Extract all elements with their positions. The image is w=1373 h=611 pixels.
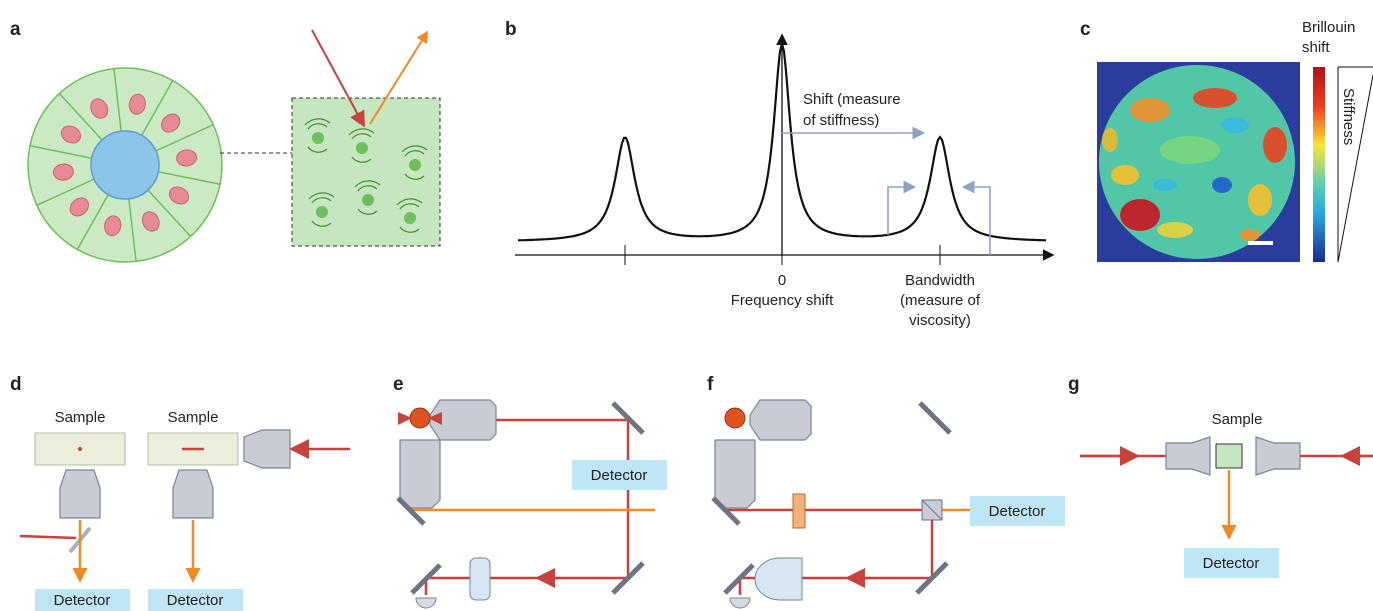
lumen <box>91 131 159 199</box>
map-feature <box>1130 98 1170 122</box>
panel-label: a <box>10 19 21 40</box>
axis-title: Frequency shift <box>731 292 834 309</box>
map-feature <box>1102 128 1118 152</box>
objective <box>173 470 213 518</box>
sample <box>725 408 745 428</box>
detector-diode <box>416 598 436 608</box>
annotation: (measure of <box>900 292 981 309</box>
detector-label: Detector <box>989 503 1046 520</box>
annotation: of stiffness) <box>803 112 879 129</box>
map-feature <box>1111 165 1139 185</box>
panel-label: g <box>1068 374 1080 395</box>
detector-label: Detector <box>167 592 224 609</box>
detector-label: Detector <box>1203 555 1260 572</box>
objective <box>1166 437 1210 475</box>
panel-a: a <box>10 19 440 262</box>
sample <box>1216 444 1242 468</box>
scatterer <box>409 159 421 171</box>
objective <box>400 440 440 508</box>
colorbar-title: Brillouin <box>1302 19 1355 36</box>
map-feature <box>1160 136 1220 164</box>
lens <box>470 558 490 600</box>
panel-label: c <box>1080 19 1091 40</box>
figure: a b 0 Frequency shift Bandwidth (measure… <box>0 0 1373 611</box>
colorbar-title: shift <box>1302 39 1330 56</box>
scatterer <box>312 132 324 144</box>
detector-diode <box>730 598 750 608</box>
sample-label: Sample <box>168 409 219 426</box>
scatterer <box>362 194 374 206</box>
tick-label: 0 <box>778 272 786 289</box>
detector-label: Detector <box>591 467 648 484</box>
colorbar <box>1313 67 1325 262</box>
map-feature <box>1240 229 1260 241</box>
scatterer <box>316 206 328 218</box>
objective <box>750 400 811 440</box>
objective <box>244 430 290 468</box>
panel-label: e <box>393 374 404 395</box>
detector-label: Detector <box>54 592 111 609</box>
map-feature <box>1157 222 1193 238</box>
mirror <box>920 403 950 433</box>
scatterer <box>356 142 368 154</box>
beam-path <box>426 420 628 595</box>
panel-c: c Brillouin shift Stiffness <box>1080 19 1373 262</box>
sample-label: Sample <box>1212 411 1263 428</box>
panel-b: b 0 Frequency shift Bandwidth (measure o… <box>505 19 1052 329</box>
annotation: viscosity) <box>909 312 971 329</box>
map-feature <box>1263 127 1287 163</box>
focus-point <box>78 447 82 451</box>
scatterer <box>404 212 416 224</box>
map-feature <box>1153 179 1177 191</box>
waveplate <box>793 494 805 528</box>
panel-e: e Detector <box>393 374 667 608</box>
objective <box>60 470 100 518</box>
sample <box>410 408 430 428</box>
map-feature <box>1120 199 1160 231</box>
bandwidth-bracket <box>965 187 990 255</box>
map-feature <box>1221 117 1249 133</box>
beam <box>20 536 76 538</box>
panel-label: b <box>505 19 517 40</box>
panel-d: d Sample Sample Detector Detector <box>10 374 350 611</box>
annotation: Shift (measure <box>803 91 901 108</box>
sample-label: Sample <box>55 409 106 426</box>
panel-label: d <box>10 374 22 395</box>
annotation: Bandwidth <box>905 272 975 289</box>
map-feature <box>1212 177 1232 193</box>
panel-f: f Detector <box>707 374 1065 608</box>
panel-label: f <box>707 374 714 395</box>
lens <box>755 558 802 600</box>
map-feature <box>1248 184 1272 216</box>
panel-g: g Sample Detector <box>1068 374 1373 578</box>
objective <box>715 440 755 508</box>
stiffness-label: Stiffness <box>1340 88 1357 145</box>
objective <box>1256 437 1300 475</box>
map-feature <box>1193 88 1237 108</box>
